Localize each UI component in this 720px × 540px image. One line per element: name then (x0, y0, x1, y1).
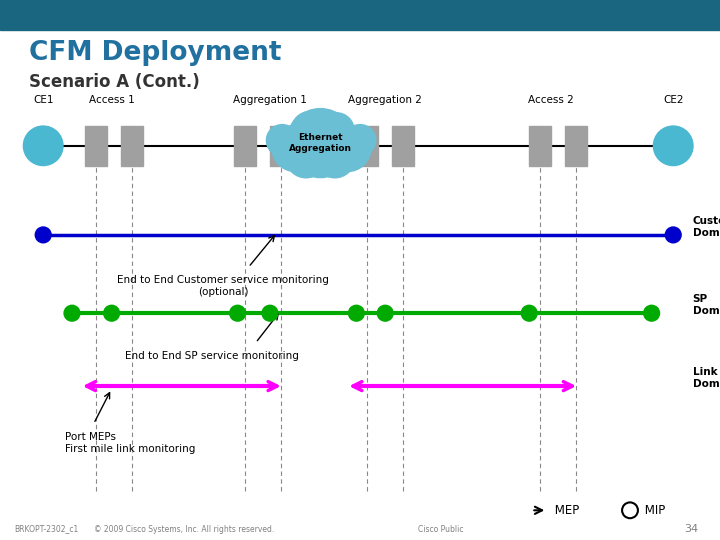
Text: Ethernet
Aggregation: Ethernet Aggregation (289, 133, 352, 153)
Ellipse shape (344, 125, 376, 156)
Text: Access 1: Access 1 (89, 95, 135, 105)
Bar (392, 126, 414, 166)
Text: CE1: CE1 (33, 95, 53, 105)
Text: 34: 34 (684, 523, 698, 534)
Ellipse shape (266, 125, 298, 156)
Text: SP
Domain: SP Domain (693, 294, 720, 316)
Text: Customer
Domain: Customer Domain (693, 216, 720, 238)
Text: End to End SP service monitoring: End to End SP service monitoring (125, 351, 300, 361)
Ellipse shape (292, 112, 328, 147)
Bar (234, 126, 256, 166)
Ellipse shape (286, 109, 355, 178)
Text: Access 2: Access 2 (528, 95, 574, 105)
Ellipse shape (318, 113, 354, 148)
Ellipse shape (23, 126, 63, 166)
Ellipse shape (325, 125, 371, 172)
Text: End to End Customer service monitoring
(optional): End to End Customer service monitoring (… (117, 275, 329, 297)
Ellipse shape (521, 305, 537, 321)
Text: CFM Deployment: CFM Deployment (29, 40, 282, 66)
Ellipse shape (272, 125, 318, 172)
Ellipse shape (35, 227, 51, 243)
Ellipse shape (644, 305, 660, 321)
Text: Aggregation 2: Aggregation 2 (348, 95, 422, 105)
Ellipse shape (262, 305, 278, 321)
Bar (356, 126, 378, 166)
Text: MEP: MEP (551, 504, 579, 517)
Text: © 2009 Cisco Systems, Inc. All rights reserved.: © 2009 Cisco Systems, Inc. All rights re… (94, 524, 274, 534)
Ellipse shape (286, 138, 326, 178)
Text: Aggregation 1: Aggregation 1 (233, 95, 307, 105)
Ellipse shape (230, 305, 246, 321)
Bar (270, 126, 292, 166)
Bar (121, 126, 143, 166)
Text: MIP: MIP (641, 504, 665, 517)
Bar (565, 126, 587, 166)
Bar (85, 126, 107, 166)
Text: Link
Domain: Link Domain (693, 367, 720, 389)
Ellipse shape (377, 305, 393, 321)
Ellipse shape (622, 502, 638, 518)
Ellipse shape (348, 305, 364, 321)
Text: Cisco Public: Cisco Public (418, 524, 463, 534)
Text: BRKOPT-2302_c1: BRKOPT-2302_c1 (14, 524, 78, 534)
Ellipse shape (654, 126, 693, 166)
Ellipse shape (64, 305, 80, 321)
Text: CE2: CE2 (663, 95, 683, 105)
Text: Port MEPs
First mile link monitoring: Port MEPs First mile link monitoring (65, 432, 195, 454)
Bar (529, 126, 551, 166)
Ellipse shape (665, 227, 681, 243)
Text: Scenario A (Cont.): Scenario A (Cont.) (29, 73, 199, 91)
Ellipse shape (104, 305, 120, 321)
Ellipse shape (315, 138, 355, 178)
